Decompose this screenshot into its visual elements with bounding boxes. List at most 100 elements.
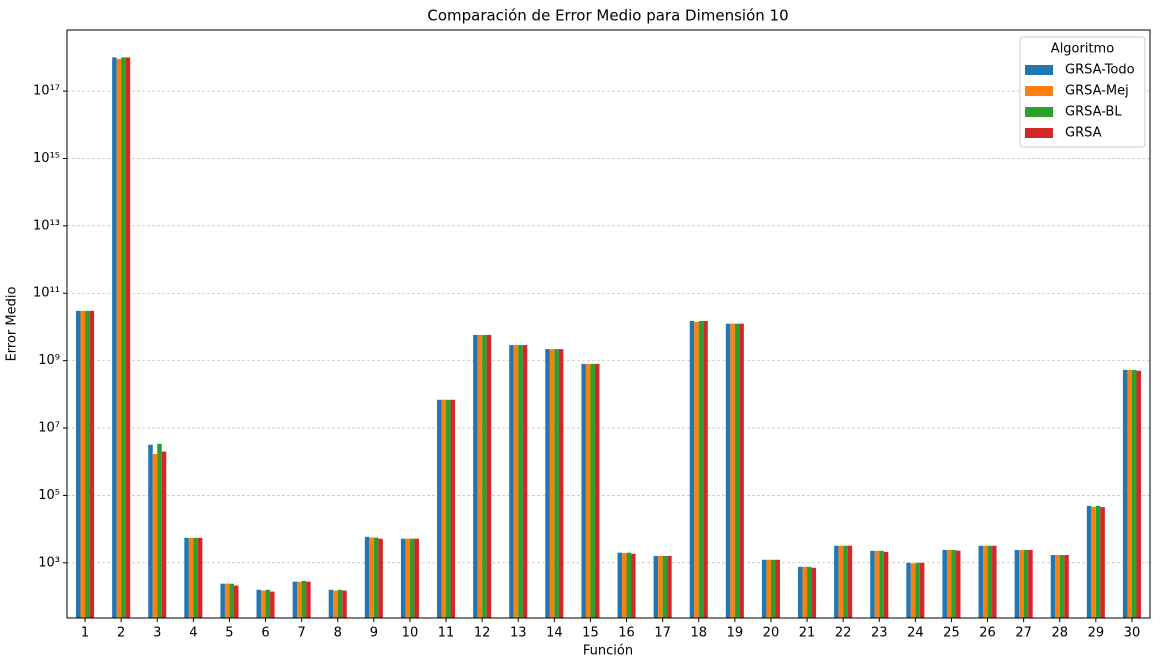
bar	[1127, 369, 1132, 618]
x-tick-label: 20	[763, 626, 780, 641]
bar	[306, 581, 311, 618]
bar	[658, 555, 663, 618]
x-tick-label: 16	[618, 626, 635, 641]
bar	[328, 589, 334, 618]
bar	[152, 453, 158, 618]
y-tick-label: 10⁷	[38, 421, 60, 436]
bar	[558, 349, 564, 618]
bar	[1028, 549, 1033, 618]
bar	[549, 349, 555, 618]
chart-title: Comparación de Error Medio para Dimensió…	[427, 7, 788, 25]
bar	[337, 589, 343, 618]
bar	[378, 538, 383, 618]
bar	[229, 583, 234, 618]
bar	[270, 591, 275, 618]
bar	[89, 310, 95, 618]
x-tick-label: 26	[979, 626, 996, 641]
bar	[76, 310, 81, 618]
bar	[802, 566, 808, 618]
bar	[838, 545, 844, 618]
x-tick-label: 12	[474, 626, 491, 641]
x-tick-label: 6	[261, 626, 269, 641]
x-tick-label: 30	[1124, 626, 1141, 641]
bar	[157, 443, 162, 618]
bar	[798, 566, 803, 618]
bar	[870, 550, 875, 618]
bar	[725, 323, 731, 618]
x-tick-label: 2	[117, 626, 125, 641]
bar	[297, 581, 302, 618]
bar	[369, 537, 374, 618]
y-tick-label: 10⁵	[38, 488, 60, 503]
bar	[730, 323, 735, 618]
bar	[834, 545, 839, 618]
bar	[766, 559, 771, 618]
legend-title: Algoritmo	[1051, 42, 1114, 57]
bar	[522, 345, 528, 618]
bar	[811, 567, 817, 618]
bar	[843, 545, 848, 618]
bar	[1091, 506, 1096, 618]
bar	[184, 537, 189, 618]
bar	[1059, 555, 1065, 618]
x-tick-label: 15	[582, 626, 599, 641]
bar	[770, 559, 776, 618]
x-tick-label: 8	[334, 626, 342, 641]
bar	[631, 553, 636, 618]
bar	[910, 563, 916, 618]
bar	[400, 538, 406, 618]
x-tick-label: 11	[438, 626, 455, 641]
x-tick-label: 10	[402, 626, 419, 641]
bar	[761, 559, 767, 618]
bar	[414, 538, 419, 618]
legend-box	[1019, 36, 1146, 148]
bar	[446, 399, 451, 618]
y-axis-label: Error Medio	[5, 287, 20, 362]
bar	[193, 537, 198, 618]
bar	[513, 345, 519, 618]
bar	[1023, 549, 1029, 618]
bar	[978, 545, 984, 618]
x-tick-label: 25	[943, 626, 960, 641]
x-tick-label: 4	[189, 626, 197, 641]
x-tick-label: 9	[370, 626, 378, 641]
bar	[847, 545, 853, 618]
bar	[626, 552, 632, 618]
x-tick-label: 5	[225, 626, 233, 641]
y-tick-label: 10¹³	[33, 218, 60, 233]
bar	[946, 549, 952, 618]
x-tick-label: 19	[727, 626, 744, 641]
bar	[188, 537, 194, 618]
bar	[662, 555, 668, 618]
bar	[545, 349, 550, 618]
bar	[554, 349, 559, 618]
x-tick-label: 28	[1051, 626, 1068, 641]
bar	[112, 57, 117, 619]
bar	[653, 555, 659, 618]
x-tick-label: 24	[907, 626, 924, 641]
bar	[1050, 555, 1056, 618]
bar	[292, 581, 298, 618]
bar	[667, 555, 672, 618]
bar	[874, 550, 880, 618]
bar	[437, 399, 442, 618]
bar	[1055, 555, 1060, 618]
bar	[409, 538, 415, 618]
bar	[906, 562, 911, 618]
x-tick-label: 29	[1088, 626, 1105, 641]
bar	[373, 537, 379, 618]
y-tick-label: 10¹¹	[33, 286, 60, 301]
bar	[518, 345, 523, 618]
bar	[1064, 555, 1069, 618]
bar	[689, 321, 695, 618]
bar	[473, 334, 478, 618]
bar	[992, 545, 997, 618]
bar	[1122, 369, 1128, 618]
bar	[333, 590, 338, 618]
bar	[581, 363, 586, 618]
legend-swatch	[1025, 86, 1053, 96]
bar	[739, 323, 744, 618]
bar	[1019, 549, 1024, 618]
bar	[509, 345, 514, 618]
